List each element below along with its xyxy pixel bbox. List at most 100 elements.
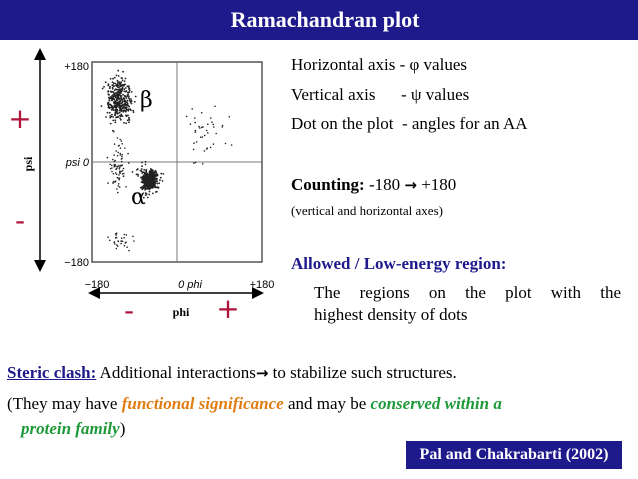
significance-start: (They may have (7, 394, 122, 413)
plot-dot (145, 174, 148, 177)
plot-dot (131, 171, 134, 173)
phi-right-tick: +180 (250, 279, 275, 291)
plot-dot (122, 109, 124, 112)
plot-dot (121, 79, 124, 82)
plot-dots (100, 69, 233, 252)
plot-dot (193, 142, 195, 144)
closing-paren: ) (119, 419, 126, 438)
plot-dot (122, 70, 124, 73)
plot-dot (207, 132, 209, 134)
plot-dot (125, 106, 128, 108)
dot-meaning-line: Dot on the plot - angles for an AA (291, 114, 528, 133)
plot-dot (119, 115, 122, 118)
plot-dot (113, 165, 115, 168)
plot-dot (144, 188, 147, 191)
plot-dot (121, 153, 123, 156)
functional-significance: functional significance (121, 394, 284, 413)
plot-dot (127, 97, 130, 99)
plot-dot (112, 116, 114, 118)
plot-dot (149, 172, 152, 175)
plot-dot (124, 95, 127, 98)
plot-dot (144, 163, 147, 166)
plot-dot (115, 74, 118, 77)
plot-dot (123, 172, 125, 175)
plot-dot (119, 108, 122, 111)
plot-dot (114, 94, 117, 97)
plot-dot (148, 193, 151, 196)
plot-dot (109, 239, 111, 242)
plot-dot (117, 104, 119, 107)
counting-note: (vertical and horizontal axes) (291, 203, 443, 218)
plot-dot (159, 179, 161, 182)
plot-dot (152, 192, 154, 195)
plot-dot (113, 89, 116, 92)
plot-dot (118, 166, 121, 169)
plot-dot (118, 177, 121, 179)
plot-dot (125, 234, 128, 236)
plot-dot (155, 186, 158, 189)
plot-dot (109, 168, 112, 170)
plot-dot (116, 93, 119, 96)
plot-dot (125, 87, 127, 89)
steric-clash-line: Steric clash: Additional interactions→ t… (7, 363, 457, 383)
plot-dot (125, 97, 128, 99)
plot-dot (212, 123, 214, 126)
right-arrow-icon: → (404, 176, 417, 194)
protein-family-text: protein family (21, 419, 120, 438)
plot-dot (149, 182, 152, 185)
plot-dot (152, 182, 155, 185)
plot-dot (109, 163, 111, 166)
plot-dot (115, 108, 118, 111)
plot-dot (114, 172, 117, 174)
plot-dot (117, 88, 120, 91)
plot-dot (124, 77, 127, 80)
plot-dot (199, 127, 201, 129)
plot-dot (118, 164, 120, 167)
plot-dot (117, 116, 119, 119)
plot-dot (160, 172, 163, 175)
plot-dot (113, 154, 115, 156)
plot-dot (121, 115, 124, 118)
plot-dot (119, 117, 121, 120)
plot-dot (140, 176, 142, 179)
counting-text: -180 (364, 175, 405, 194)
plot-dot (125, 122, 128, 125)
plot-dot (209, 117, 212, 119)
plot-dot (116, 245, 119, 247)
plot-dot (113, 163, 116, 166)
plot-dot (119, 90, 122, 92)
plot-dot (130, 91, 133, 93)
plot-dot (144, 192, 147, 195)
plot-dot (114, 112, 117, 115)
counting-label: Counting: (291, 175, 365, 194)
plot-dot (118, 81, 121, 84)
plot-dot (127, 121, 130, 124)
plot-dot (113, 143, 116, 145)
plot-dot (123, 98, 126, 100)
plot-dot (127, 109, 130, 112)
plot-dot (115, 92, 117, 94)
plot-dot (194, 129, 197, 132)
plot-dot (111, 170, 113, 173)
plot-dot (106, 156, 109, 159)
plot-dot (111, 94, 114, 97)
plot-dot (108, 99, 111, 102)
plot-dot (130, 98, 132, 100)
plot-dot (213, 126, 215, 128)
plot-dot (109, 85, 111, 88)
plot-dot (119, 172, 121, 174)
plot-dot (122, 93, 124, 96)
plot-dot (126, 95, 128, 98)
plot-dot (120, 88, 122, 90)
plot-dot (144, 194, 147, 197)
psi-mid-tick: psi 0 (65, 157, 90, 169)
plot-dot (193, 162, 195, 164)
plot-dot (120, 170, 122, 173)
plot-dot (121, 77, 123, 79)
plot-dot (198, 125, 200, 128)
plot-dot (117, 185, 120, 187)
plot-dot (122, 85, 125, 87)
plot-dot (130, 102, 133, 105)
plot-dot (154, 175, 156, 178)
plot-dot (116, 82, 119, 85)
